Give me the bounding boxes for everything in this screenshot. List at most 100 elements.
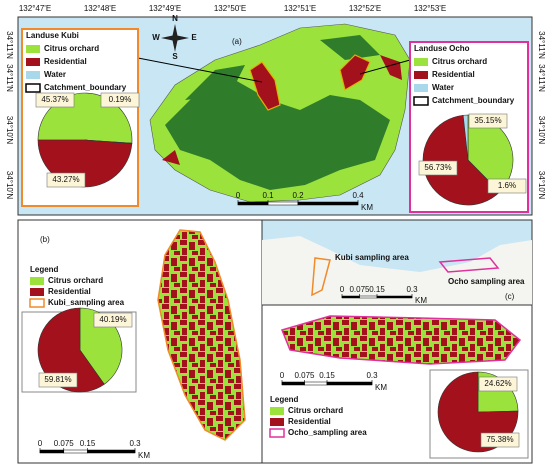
kubi-boundary xyxy=(157,229,246,441)
forest xyxy=(185,35,380,100)
panel-label: (a) xyxy=(232,37,242,46)
legend-label: Citrus orchard xyxy=(44,44,99,53)
legend-swatch xyxy=(413,96,429,106)
pie-slice xyxy=(462,114,469,161)
scale-label: 0 xyxy=(38,439,43,448)
scale-label: 0.1 xyxy=(262,191,274,200)
scale-segment xyxy=(297,201,359,206)
label-box xyxy=(478,376,518,392)
compass-letter: N xyxy=(172,14,178,23)
legend-label: Citrus orchard xyxy=(288,406,343,415)
scale-label: 0.075 xyxy=(54,439,75,448)
lon-label: 132°50'E xyxy=(214,4,246,13)
lon-label: 132°51'E xyxy=(284,4,316,13)
north-arrow xyxy=(161,24,189,52)
scale-unit: KM xyxy=(415,296,427,305)
pie-label: 56.73% xyxy=(424,163,451,172)
scale-segment xyxy=(39,449,64,454)
pie-label: 40.19% xyxy=(99,315,126,324)
lon-label: 132°52'E xyxy=(349,4,381,13)
pie-label: 1.6% xyxy=(498,181,516,190)
legend-swatch xyxy=(25,83,41,93)
scale-label: 0.3 xyxy=(129,439,141,448)
lon-label: 132°49'E xyxy=(149,4,181,13)
scale-label: 0.2 xyxy=(292,191,304,200)
legend-label: Residential xyxy=(288,417,331,426)
legend-swatch xyxy=(30,277,44,285)
pie-label: 45.37% xyxy=(41,95,68,104)
ocho-inset xyxy=(438,257,500,273)
legend-title: Legend xyxy=(270,395,299,404)
scale-label: 0.15 xyxy=(80,439,96,448)
legend-label: Ocho_sampling area xyxy=(288,428,367,437)
pie-label: 43.27% xyxy=(52,175,79,184)
scale-segment xyxy=(281,381,305,386)
scale-segment xyxy=(359,295,378,299)
lat-label: 34°10'N xyxy=(5,171,14,200)
residential-site xyxy=(249,54,371,111)
legend-swatch xyxy=(29,298,45,308)
label-box xyxy=(100,92,140,108)
ocho-boundary xyxy=(280,315,522,365)
lat-label: 34°11'N xyxy=(5,64,14,92)
forest xyxy=(165,80,390,190)
label-box xyxy=(38,372,78,388)
legend-label: Catchment_boundary xyxy=(44,83,127,92)
legend-swatch xyxy=(26,71,40,79)
scale-label: 0.075 xyxy=(294,371,315,380)
pie-label: 24.62% xyxy=(484,379,511,388)
lon-label: 132°53'E xyxy=(414,4,446,13)
label-box xyxy=(468,113,508,129)
scale-label: 0.3 xyxy=(406,285,418,294)
scale-segment xyxy=(326,381,373,386)
pie-label: 75.38% xyxy=(486,435,513,444)
legend-swatch xyxy=(269,428,285,438)
scale-label: 0.4 xyxy=(352,191,364,200)
pie-label: 59.81% xyxy=(44,375,71,384)
legend-label: Residential xyxy=(432,70,475,79)
legend-label: Water xyxy=(432,83,454,92)
lat-label: 34°11'N xyxy=(537,64,546,92)
scale-label: 0.3 xyxy=(366,371,378,380)
label-box xyxy=(487,178,527,194)
legend-swatch xyxy=(414,84,428,92)
legend-swatch xyxy=(26,58,40,66)
label-box xyxy=(418,160,458,176)
lat-label: 34°11'N xyxy=(5,31,14,59)
legend-swatch xyxy=(414,58,428,66)
scale-segment xyxy=(267,201,299,206)
scale-unit: KM xyxy=(361,203,373,212)
panel-label: (c) xyxy=(505,292,515,301)
legend-label: Water xyxy=(44,70,66,79)
label-box xyxy=(35,92,75,108)
label-box xyxy=(93,312,133,328)
lat-label: 34°10'N xyxy=(5,116,14,145)
compass-letter: E xyxy=(191,33,197,42)
legend-label: Citrus orchard xyxy=(48,276,103,285)
pie-label: 0.19% xyxy=(109,95,132,104)
scale-unit: KM xyxy=(138,451,150,460)
scale-segment xyxy=(237,201,269,206)
scale-unit: KM xyxy=(375,383,387,392)
pie-slice xyxy=(422,114,501,206)
scale-label: 0.15 xyxy=(319,371,335,380)
scale-label: 0 xyxy=(280,371,285,380)
lat-label: 34°10'N xyxy=(537,116,546,145)
pie-label: 35.15% xyxy=(474,116,501,125)
legend-title: Landuse Kubi xyxy=(26,31,79,40)
pie-slice xyxy=(37,307,105,393)
scale-label: 0.15 xyxy=(369,285,385,294)
legend-title: Legend xyxy=(30,265,59,274)
lon-label: 132°48'E xyxy=(84,4,116,13)
pointer-line xyxy=(137,57,263,83)
kubi-inset xyxy=(311,257,331,297)
label-box xyxy=(46,172,86,188)
scale-segment xyxy=(376,295,413,299)
pointer-line xyxy=(359,59,411,75)
legend-label: Residential xyxy=(44,57,87,66)
legend-title: Landuse Ocho xyxy=(414,44,470,53)
inset-label: Ocho sampling area xyxy=(448,277,525,286)
scale-segment xyxy=(304,381,328,386)
scale-label: 0 xyxy=(340,285,345,294)
